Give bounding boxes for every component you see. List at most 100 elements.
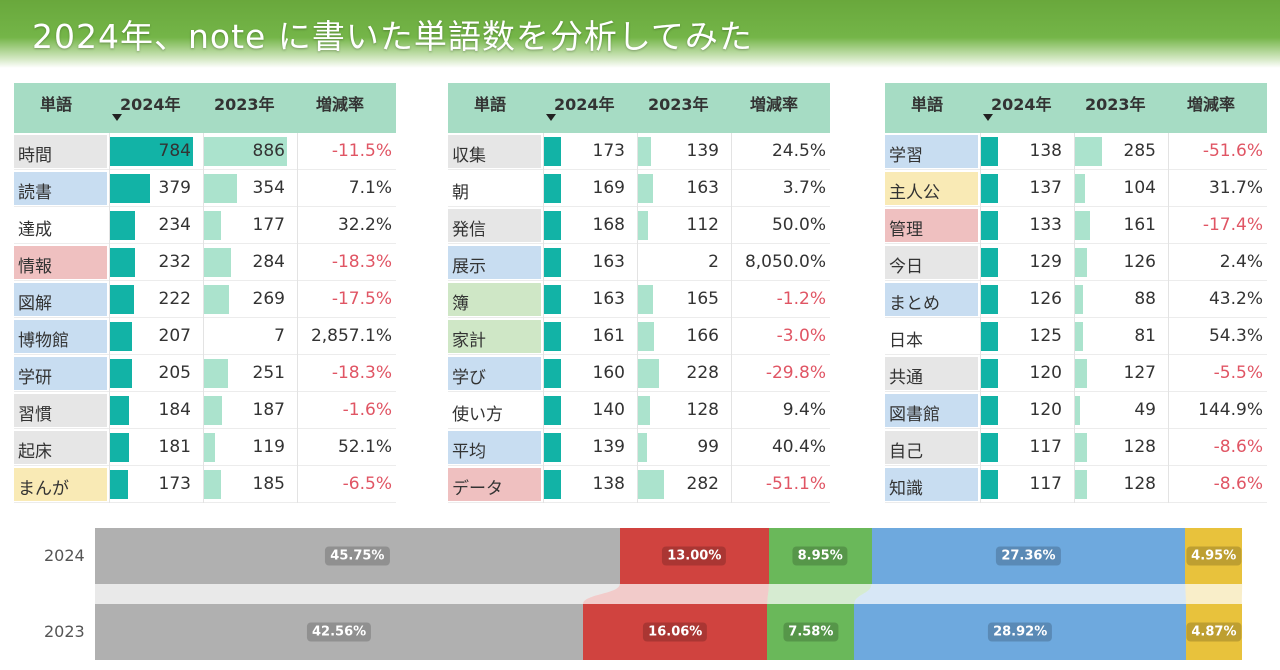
value-2023: 128 bbox=[686, 400, 719, 420]
table-row: 達成 234 177 32.2% bbox=[14, 207, 396, 244]
header-2024[interactable]: 2024年 bbox=[991, 95, 1052, 114]
bar-2024 bbox=[981, 359, 998, 388]
value-2023: 81 bbox=[1134, 326, 1156, 346]
header-2023[interactable]: 2023年 bbox=[648, 95, 709, 114]
table-row: 学研 205 251 -18.3% bbox=[14, 355, 396, 392]
segment-label: 45.75% bbox=[325, 546, 390, 566]
header-2024[interactable]: 2024年 bbox=[554, 95, 615, 114]
segment-2024-gray[interactable]: 45.75% bbox=[95, 528, 620, 584]
rate-value: 8,050.0% bbox=[744, 252, 826, 272]
word-label: 時間 bbox=[18, 146, 52, 166]
value-2024: 117 bbox=[1029, 474, 1062, 494]
row-divider bbox=[448, 243, 830, 244]
segment-label: 7.58% bbox=[783, 622, 839, 642]
rate-value: -8.6% bbox=[1213, 437, 1263, 457]
value-2024: 784 bbox=[158, 141, 191, 161]
value-2024: 140 bbox=[592, 400, 625, 420]
segment-2024-red[interactable]: 13.00% bbox=[619, 528, 769, 584]
table-row: 図書館 120 49 144.9% bbox=[885, 392, 1267, 429]
segment-2023-gray[interactable]: 42.56% bbox=[95, 604, 584, 660]
value-2023: 251 bbox=[252, 363, 285, 383]
header-rate[interactable]: 増減率 bbox=[1187, 95, 1236, 114]
bar-2024 bbox=[544, 174, 561, 203]
bar-2023 bbox=[1075, 211, 1090, 240]
segment-2024-green[interactable]: 8.95% bbox=[768, 528, 872, 584]
table-header: 単語 2024年 2023年 増減率 bbox=[448, 83, 830, 133]
rate-value: 144.9% bbox=[1198, 400, 1263, 420]
segment-2024-blue[interactable]: 27.36% bbox=[871, 528, 1186, 584]
word-category-cell bbox=[14, 357, 107, 390]
segment-2023-green[interactable]: 7.58% bbox=[767, 604, 855, 660]
value-2023: 112 bbox=[686, 215, 719, 235]
header-2024[interactable]: 2024年 bbox=[120, 95, 181, 114]
header-2023[interactable]: 2023年 bbox=[214, 95, 275, 114]
row-divider bbox=[448, 502, 830, 503]
value-2023: 119 bbox=[252, 437, 285, 457]
word-category-cell bbox=[448, 209, 541, 242]
header-word[interactable]: 単語 bbox=[474, 95, 507, 114]
rate-value: -3.0% bbox=[776, 326, 826, 346]
bar-2023 bbox=[1075, 248, 1087, 277]
sort-desc-icon[interactable] bbox=[983, 114, 993, 121]
segment-2023-blue[interactable]: 28.92% bbox=[854, 604, 1187, 660]
value-2023: 285 bbox=[1123, 141, 1156, 161]
word-label: 共通 bbox=[889, 368, 923, 388]
header-rate[interactable]: 増減率 bbox=[316, 95, 365, 114]
column-divider bbox=[980, 133, 981, 503]
bar-2023 bbox=[1075, 174, 1085, 203]
table-row: 展示 163 2 8,050.0% bbox=[448, 244, 830, 281]
bar-2023 bbox=[1075, 433, 1087, 462]
rate-value: 7.1% bbox=[348, 178, 392, 198]
word-label: 平均 bbox=[452, 442, 486, 462]
sort-desc-icon[interactable] bbox=[112, 114, 122, 121]
value-2023: 88 bbox=[1134, 289, 1156, 309]
word-category-cell bbox=[14, 468, 107, 501]
word-category-cell bbox=[448, 135, 541, 168]
segment-2024-yellow[interactable]: 4.95% bbox=[1185, 528, 1243, 584]
segment-2023-yellow[interactable]: 4.87% bbox=[1186, 604, 1242, 660]
row-divider bbox=[14, 354, 396, 355]
bar-2023 bbox=[638, 137, 651, 166]
rate-value: -18.3% bbox=[331, 363, 392, 383]
rate-value: 52.1% bbox=[337, 437, 392, 457]
word-label: 展示 bbox=[452, 257, 486, 277]
rate-value: -1.6% bbox=[342, 400, 392, 420]
header-word[interactable]: 単語 bbox=[40, 95, 73, 114]
rate-value: 32.2% bbox=[337, 215, 392, 235]
table-row: 朝 169 163 3.7% bbox=[448, 170, 830, 207]
bar-2024 bbox=[110, 137, 193, 166]
word-label: 使い方 bbox=[452, 405, 503, 425]
rate-value: -6.5% bbox=[342, 474, 392, 494]
row-divider bbox=[885, 206, 1267, 207]
column-divider bbox=[109, 133, 110, 503]
bar-2023 bbox=[204, 248, 231, 277]
table-header: 単語 2024年 2023年 増減率 bbox=[885, 83, 1267, 133]
table-row: 日本 125 81 54.3% bbox=[885, 318, 1267, 355]
header-rate[interactable]: 増減率 bbox=[750, 95, 799, 114]
category-label-2023: 2023 bbox=[44, 622, 85, 641]
column-divider bbox=[203, 133, 204, 503]
bar-2023 bbox=[638, 396, 650, 425]
word-category-cell bbox=[14, 431, 107, 464]
row-divider bbox=[14, 169, 396, 170]
bar-2024 bbox=[981, 137, 998, 166]
word-label: まとめ bbox=[889, 294, 940, 314]
value-2024: 126 bbox=[1029, 289, 1062, 309]
bar-2023 bbox=[204, 211, 221, 240]
table-row: 学習 138 285 -51.6% bbox=[885, 133, 1267, 170]
word-label: 知識 bbox=[889, 479, 923, 499]
word-label: 達成 bbox=[18, 220, 52, 240]
bar-2023 bbox=[204, 359, 228, 388]
table-row: 家計 161 166 -3.0% bbox=[448, 318, 830, 355]
word-label: データ bbox=[452, 479, 503, 499]
ribbon-blue bbox=[854, 584, 1187, 604]
column-divider bbox=[1168, 133, 1169, 503]
header-word[interactable]: 単語 bbox=[911, 95, 944, 114]
bar-2023 bbox=[1075, 322, 1083, 351]
bar-2024 bbox=[981, 285, 998, 314]
word-category-cell bbox=[448, 357, 541, 390]
segment-2023-red[interactable]: 16.06% bbox=[583, 604, 768, 660]
header-2023[interactable]: 2023年 bbox=[1085, 95, 1146, 114]
word-category-cell bbox=[14, 283, 107, 316]
sort-desc-icon[interactable] bbox=[546, 114, 556, 121]
